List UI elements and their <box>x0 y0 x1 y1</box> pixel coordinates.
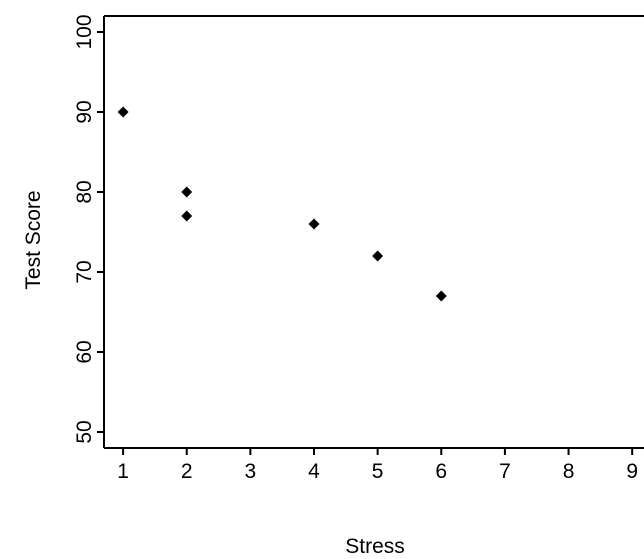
x-tick-label: 4 <box>308 460 320 483</box>
x-tick-label: 2 <box>181 460 193 483</box>
plot-area <box>104 16 644 448</box>
y-tick-label: 70 <box>73 260 96 283</box>
data-point <box>181 210 193 222</box>
y-tick-label: 100 <box>73 14 96 49</box>
x-tick-label: 3 <box>245 460 257 483</box>
x-tick-label: 5 <box>372 460 384 483</box>
data-points <box>117 106 447 302</box>
y-tick-label: 90 <box>73 100 96 123</box>
x-tick-label: 8 <box>563 460 575 483</box>
data-point <box>117 106 129 118</box>
x-axis-label: Stress <box>345 535 405 558</box>
data-point <box>372 250 384 262</box>
data-point <box>435 290 447 302</box>
y-axis-label: Test Score <box>22 190 45 289</box>
x-tick-label: 7 <box>499 460 511 483</box>
x-tick-label: 1 <box>117 460 129 483</box>
y-tick-label: 60 <box>73 340 96 363</box>
data-point <box>308 218 320 230</box>
axes: 1 2 3 4 5 6 7 8 9 50 60 70 80 90 100 <box>73 14 644 483</box>
x-tick-label: 9 <box>626 460 638 483</box>
y-tick-label: 80 <box>73 180 96 203</box>
data-point <box>181 186 193 198</box>
y-tick-label: 50 <box>73 420 96 443</box>
x-tick-label: 6 <box>435 460 447 483</box>
